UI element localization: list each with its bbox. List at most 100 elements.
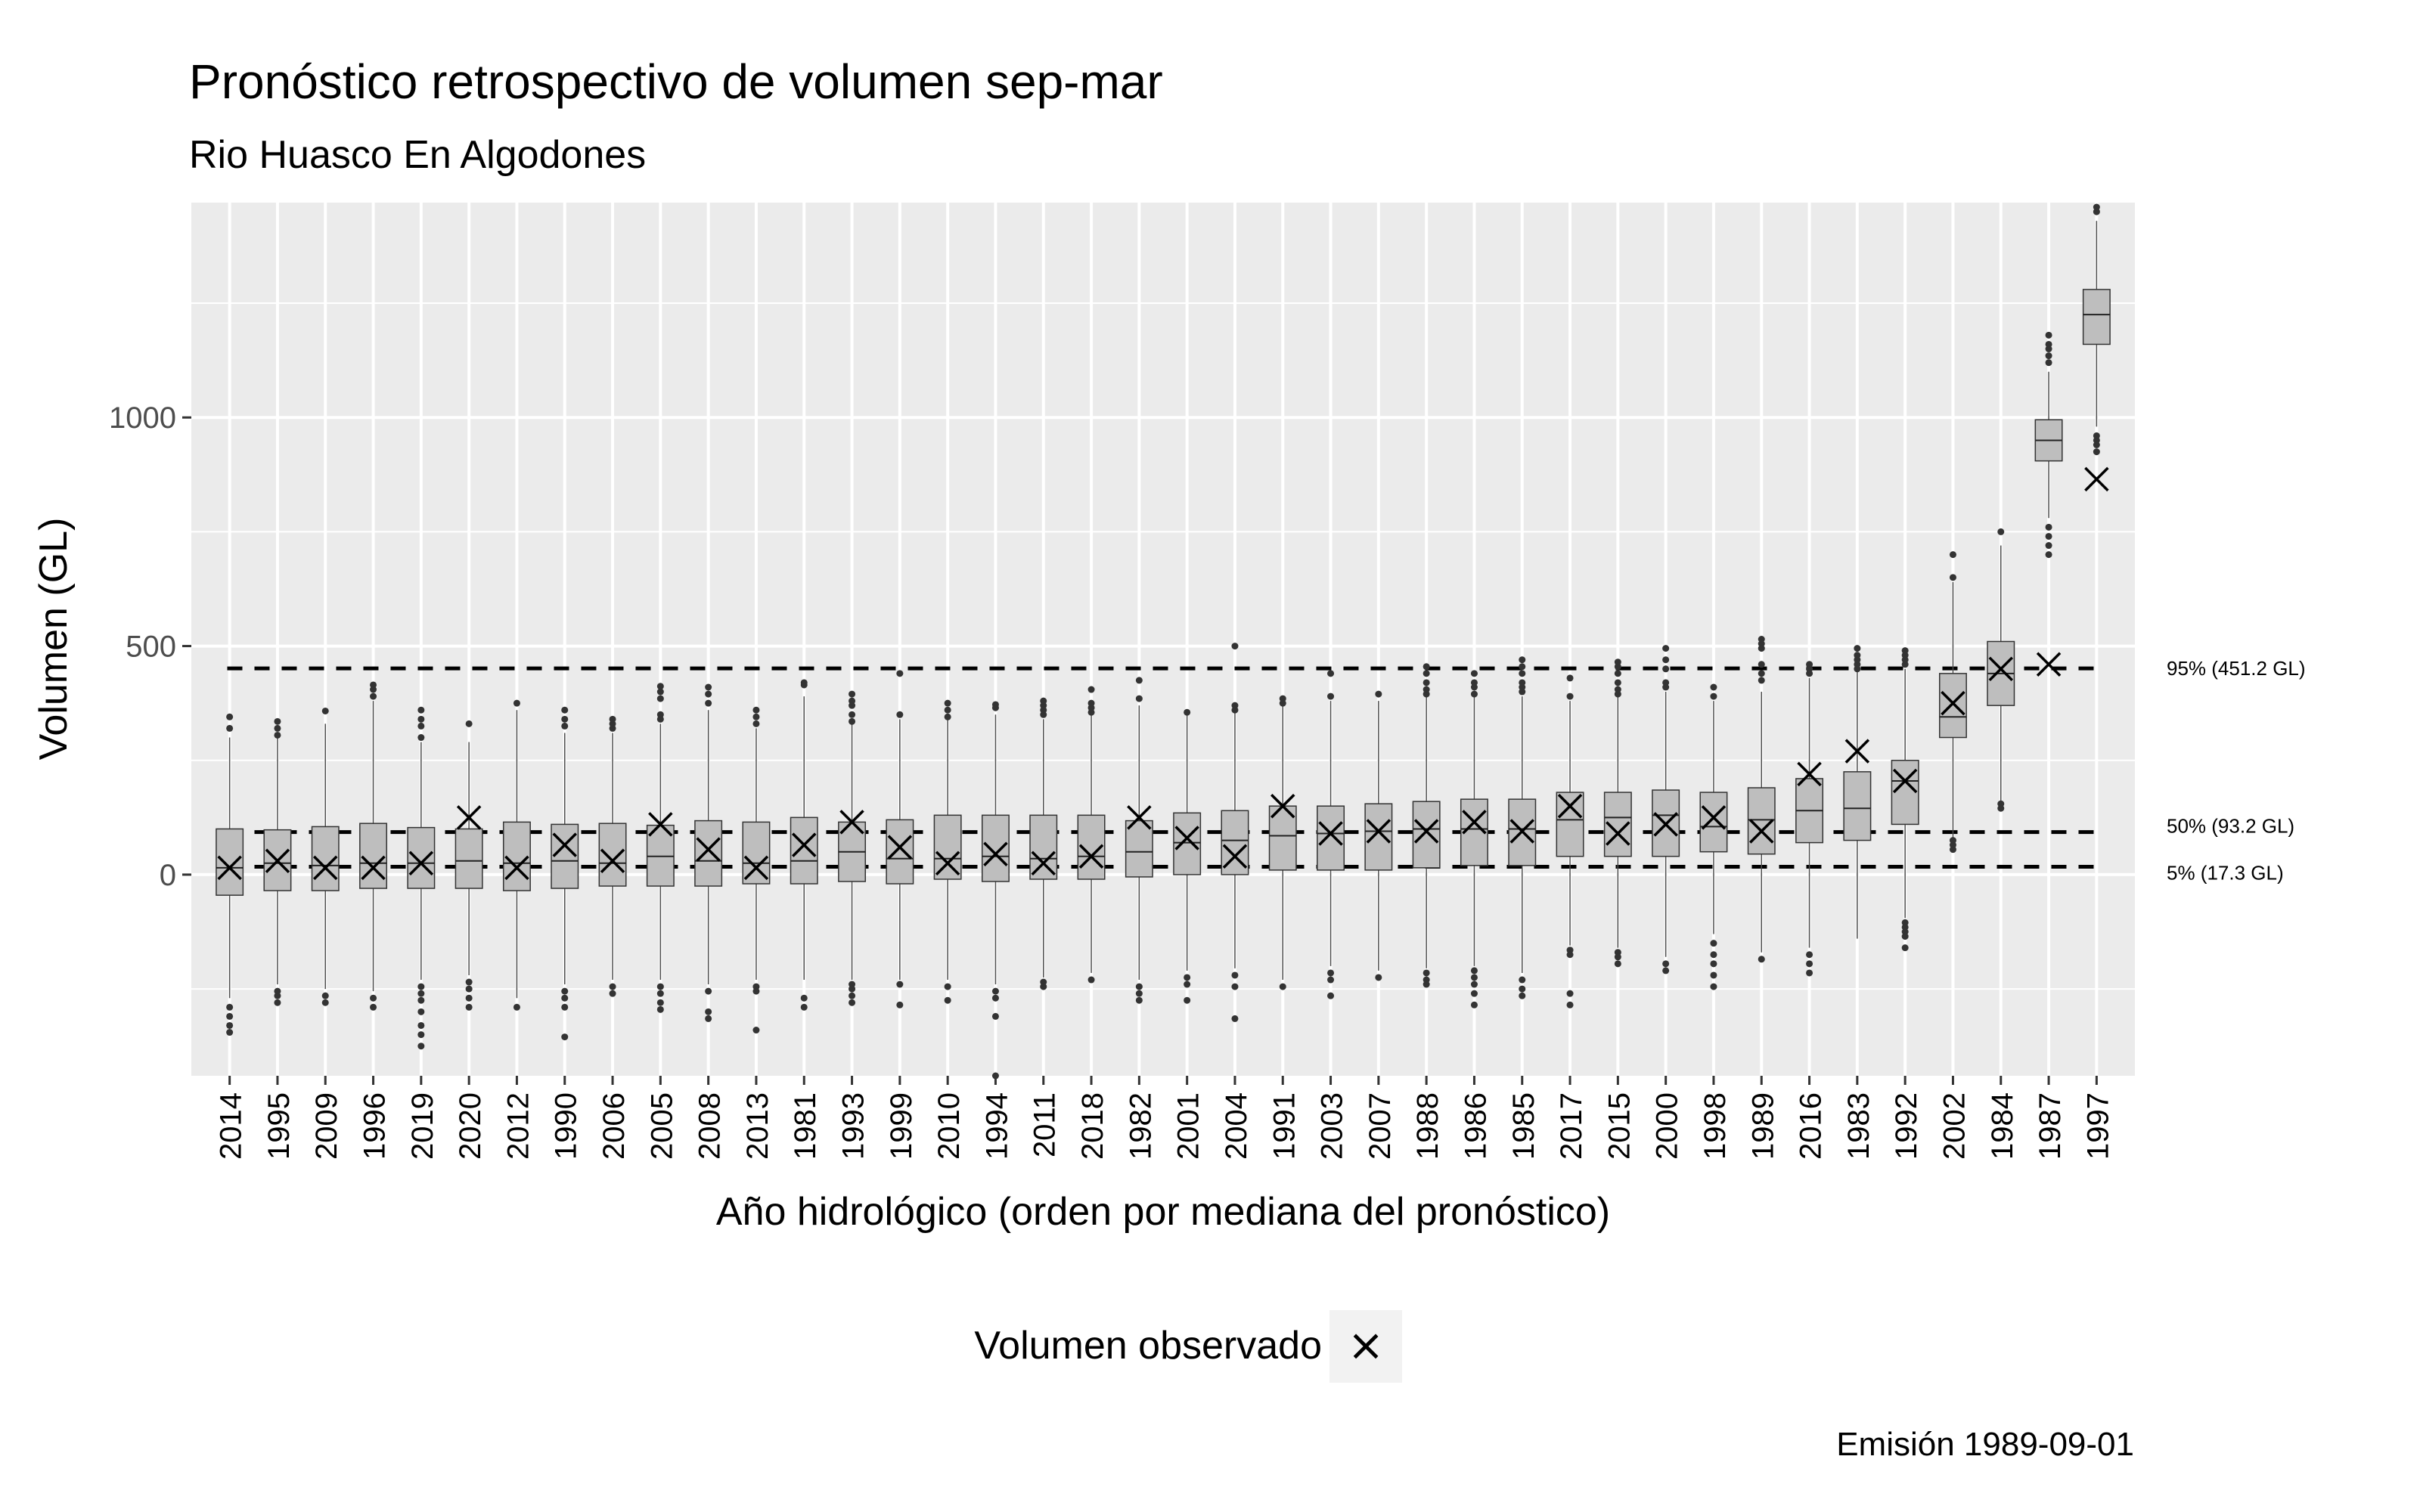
observed-stroke xyxy=(1318,821,1343,846)
outlier-point xyxy=(1087,699,1095,707)
x-tick-label: 2010 xyxy=(932,1092,966,1160)
observed-stroke xyxy=(552,832,577,857)
outlier-point xyxy=(1806,951,1813,959)
outlier-point xyxy=(1662,960,1670,968)
outlier-point xyxy=(1614,960,1621,968)
outlier-point xyxy=(849,711,856,718)
outlier-point xyxy=(465,985,473,993)
outlier-point xyxy=(370,1003,377,1011)
box-1987 xyxy=(2034,331,2063,559)
outlier-point xyxy=(656,999,664,1006)
box-1994 xyxy=(981,701,1010,1080)
outlier-point xyxy=(465,994,473,1002)
observed-marker xyxy=(1797,761,1822,787)
outlier-point xyxy=(226,1012,234,1020)
observed-stroke xyxy=(1031,850,1056,876)
outlier-point xyxy=(1327,692,1335,700)
outlier-point xyxy=(417,722,425,730)
outlier-point xyxy=(1614,658,1621,666)
outlier-point xyxy=(1040,983,1047,990)
observed-marker xyxy=(887,835,913,860)
box-1998 xyxy=(1699,683,1728,990)
x-tick-label: 1996 xyxy=(358,1092,392,1160)
observed-stroke xyxy=(408,850,434,876)
box-body xyxy=(598,823,627,887)
outlier-point xyxy=(561,994,569,1002)
observed-stroke xyxy=(2084,466,2109,492)
x-tick-label: 2016 xyxy=(1795,1092,1828,1160)
x-tick-label: 2003 xyxy=(1316,1092,1349,1160)
reference-label: 50% (93.2 GL) xyxy=(2167,815,2294,838)
outlier-point xyxy=(609,983,616,990)
observed-stroke xyxy=(1222,844,1248,869)
outlier-point xyxy=(896,670,904,677)
outlier-point xyxy=(1087,976,1095,984)
observed-stroke xyxy=(1701,805,1727,830)
outlier-point xyxy=(1231,971,1239,979)
outlier-point xyxy=(1231,1015,1239,1022)
box-1981 xyxy=(790,679,818,1011)
observed-stroke xyxy=(1509,819,1534,844)
outlier-point xyxy=(1135,983,1143,990)
outlier-point xyxy=(1519,656,1526,664)
outlier-point xyxy=(2045,340,2052,348)
outlier-point xyxy=(1854,652,1861,659)
observed-marker xyxy=(1749,819,1774,844)
observed-stroke xyxy=(1413,819,1439,844)
outlier-point xyxy=(1710,951,1717,959)
x-tick-label: 1991 xyxy=(1267,1092,1301,1160)
outlier-point xyxy=(656,711,664,718)
outlier-point xyxy=(1901,944,1909,952)
outlier-point xyxy=(1327,670,1335,677)
box-body xyxy=(1843,771,1872,841)
outlier-point xyxy=(1231,643,1239,650)
outlier-point xyxy=(1710,940,1717,947)
outlier-point xyxy=(513,1003,520,1011)
x-tick-label: 1997 xyxy=(2081,1092,2114,1160)
box-2017 xyxy=(1556,674,1584,1009)
y-axis-label: Volumen (GL) xyxy=(32,518,76,761)
x-tick-label: 2009 xyxy=(310,1092,343,1160)
outlier-point xyxy=(944,983,951,990)
observed-marker xyxy=(1031,850,1056,876)
outlier-point xyxy=(417,1031,425,1039)
outlier-point xyxy=(1519,670,1526,677)
outlier-point xyxy=(1470,981,1478,988)
outlier-point xyxy=(274,724,281,732)
outlier-point xyxy=(896,1001,904,1009)
outlier-point xyxy=(1614,953,1621,961)
outlier-point xyxy=(656,1005,664,1013)
observed-stroke xyxy=(1653,812,1678,837)
box-body xyxy=(216,828,244,896)
box-2012 xyxy=(502,699,531,1011)
x-tick-label: 2007 xyxy=(1364,1092,1397,1160)
x-tick-label: 2008 xyxy=(693,1092,727,1160)
outlier-point xyxy=(752,720,760,727)
outlier-point xyxy=(752,987,760,995)
observed-stroke xyxy=(456,805,482,830)
outlier-point xyxy=(1423,981,1430,988)
outlier-point xyxy=(1040,697,1047,705)
observed-stroke xyxy=(1127,805,1152,830)
x-tick-label: 1982 xyxy=(1124,1092,1157,1160)
outlier-point xyxy=(226,724,234,732)
outlier-point xyxy=(1423,679,1430,686)
outlier-point xyxy=(1470,690,1478,698)
observed-stroke xyxy=(1797,761,1822,787)
outlier-point xyxy=(1949,551,1956,559)
observed-marker xyxy=(1174,826,1199,850)
observed-stroke xyxy=(1174,826,1199,850)
box-body xyxy=(933,814,962,880)
observed-marker xyxy=(648,812,673,837)
box-body xyxy=(1317,805,1345,871)
observed-stroke xyxy=(648,812,673,837)
outlier-point xyxy=(1710,983,1717,990)
outlier-point xyxy=(274,717,281,725)
box-body xyxy=(1125,820,1153,878)
outlier-point xyxy=(1614,686,1621,693)
outlier-point xyxy=(1279,695,1286,702)
plot-panel xyxy=(191,203,2135,1076)
outlier-point xyxy=(1423,969,1430,977)
outlier-point xyxy=(849,999,856,1006)
